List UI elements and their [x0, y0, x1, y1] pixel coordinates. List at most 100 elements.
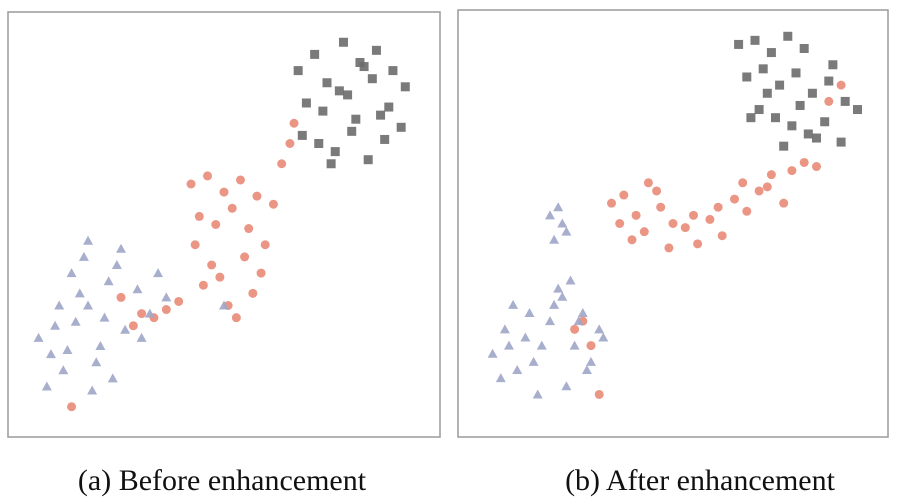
square-point	[799, 43, 809, 53]
triangle-point	[577, 308, 588, 318]
square-point	[828, 60, 838, 70]
circle-point	[207, 260, 217, 270]
square-point	[347, 126, 357, 136]
square-point	[380, 134, 390, 144]
triangle-point	[54, 300, 65, 310]
triangle-point	[41, 381, 52, 391]
triangle-point	[573, 316, 584, 326]
square-point	[351, 114, 361, 124]
circle-point	[631, 210, 641, 220]
triangle-point	[103, 276, 114, 286]
circle-point	[627, 235, 637, 245]
triangle-point	[45, 349, 56, 359]
triangle-point	[545, 210, 555, 220]
square-point	[343, 90, 353, 100]
triangle-point	[70, 316, 81, 326]
circle-point	[268, 199, 278, 209]
circle-point	[799, 157, 809, 167]
circle-point	[656, 202, 666, 212]
triangle-point	[557, 218, 568, 228]
triangle-point	[219, 300, 229, 310]
circle-point	[256, 268, 266, 278]
square-point	[396, 122, 406, 132]
circle-point	[664, 243, 674, 253]
circle-point	[738, 178, 748, 188]
circle-point	[128, 321, 138, 331]
triangle-point	[499, 324, 510, 334]
square-point	[388, 66, 398, 76]
circle-point	[67, 402, 77, 412]
triangle-point	[553, 283, 564, 293]
circle-point	[766, 170, 776, 180]
triangle-point	[111, 260, 122, 269]
triangle-point	[487, 348, 498, 358]
square-point	[779, 141, 789, 151]
square-point	[787, 121, 797, 131]
triangle-point	[561, 226, 572, 236]
circle-point	[730, 194, 739, 204]
square-point	[824, 76, 834, 86]
triangle-point	[62, 345, 73, 355]
circle-point	[235, 175, 245, 185]
circle-point	[194, 211, 204, 221]
circle-point	[570, 324, 580, 334]
square-point	[742, 72, 752, 82]
square-point	[746, 113, 756, 123]
circle-point	[742, 206, 752, 216]
triangle-point	[536, 340, 547, 350]
circle-point	[586, 341, 596, 351]
circle-point	[713, 202, 723, 212]
square-point	[836, 137, 846, 147]
square-point	[318, 106, 328, 116]
square-point	[783, 31, 793, 41]
square-point	[297, 130, 307, 140]
square-point	[803, 129, 813, 139]
square-point	[384, 102, 394, 112]
circle-point	[260, 240, 270, 250]
square-point	[334, 86, 344, 96]
circle-point	[779, 198, 789, 208]
circle-point	[754, 186, 764, 196]
circle-point	[705, 214, 715, 224]
circle-point	[277, 159, 287, 169]
square-point	[762, 88, 772, 98]
triangle-point	[557, 291, 568, 301]
triangle-point	[508, 299, 519, 309]
triangle-point	[50, 320, 61, 330]
square-point	[310, 49, 320, 59]
triangle-point	[95, 341, 106, 350]
triangle-point	[161, 292, 172, 302]
triangle-point	[545, 316, 555, 326]
circle-point	[231, 313, 241, 323]
circle-point	[824, 96, 834, 106]
square-point	[820, 117, 830, 127]
square-point	[359, 62, 369, 72]
circle-point	[289, 118, 299, 128]
triangle-point	[58, 365, 69, 375]
triangle-point	[83, 300, 94, 310]
triangle-point	[153, 268, 164, 278]
square-point	[771, 113, 780, 123]
square-point	[363, 155, 373, 165]
circle-point	[240, 252, 250, 262]
circle-point	[219, 187, 229, 197]
circle-point	[116, 292, 126, 302]
circle-point	[693, 239, 703, 249]
square-point	[376, 110, 386, 120]
triangle-point	[66, 268, 77, 278]
square-point	[812, 133, 821, 143]
circle-point	[161, 305, 171, 315]
square-point	[766, 48, 776, 58]
triangle-point	[83, 235, 94, 245]
square-point	[795, 100, 805, 110]
square-point	[840, 96, 850, 106]
square-point	[314, 139, 324, 148]
square-point	[791, 68, 801, 78]
triangle-point	[561, 381, 572, 391]
circle-point	[639, 227, 649, 237]
triangle-point	[565, 275, 576, 285]
circle-point	[198, 280, 208, 290]
circle-point	[607, 198, 616, 208]
triangle-point	[74, 288, 85, 298]
